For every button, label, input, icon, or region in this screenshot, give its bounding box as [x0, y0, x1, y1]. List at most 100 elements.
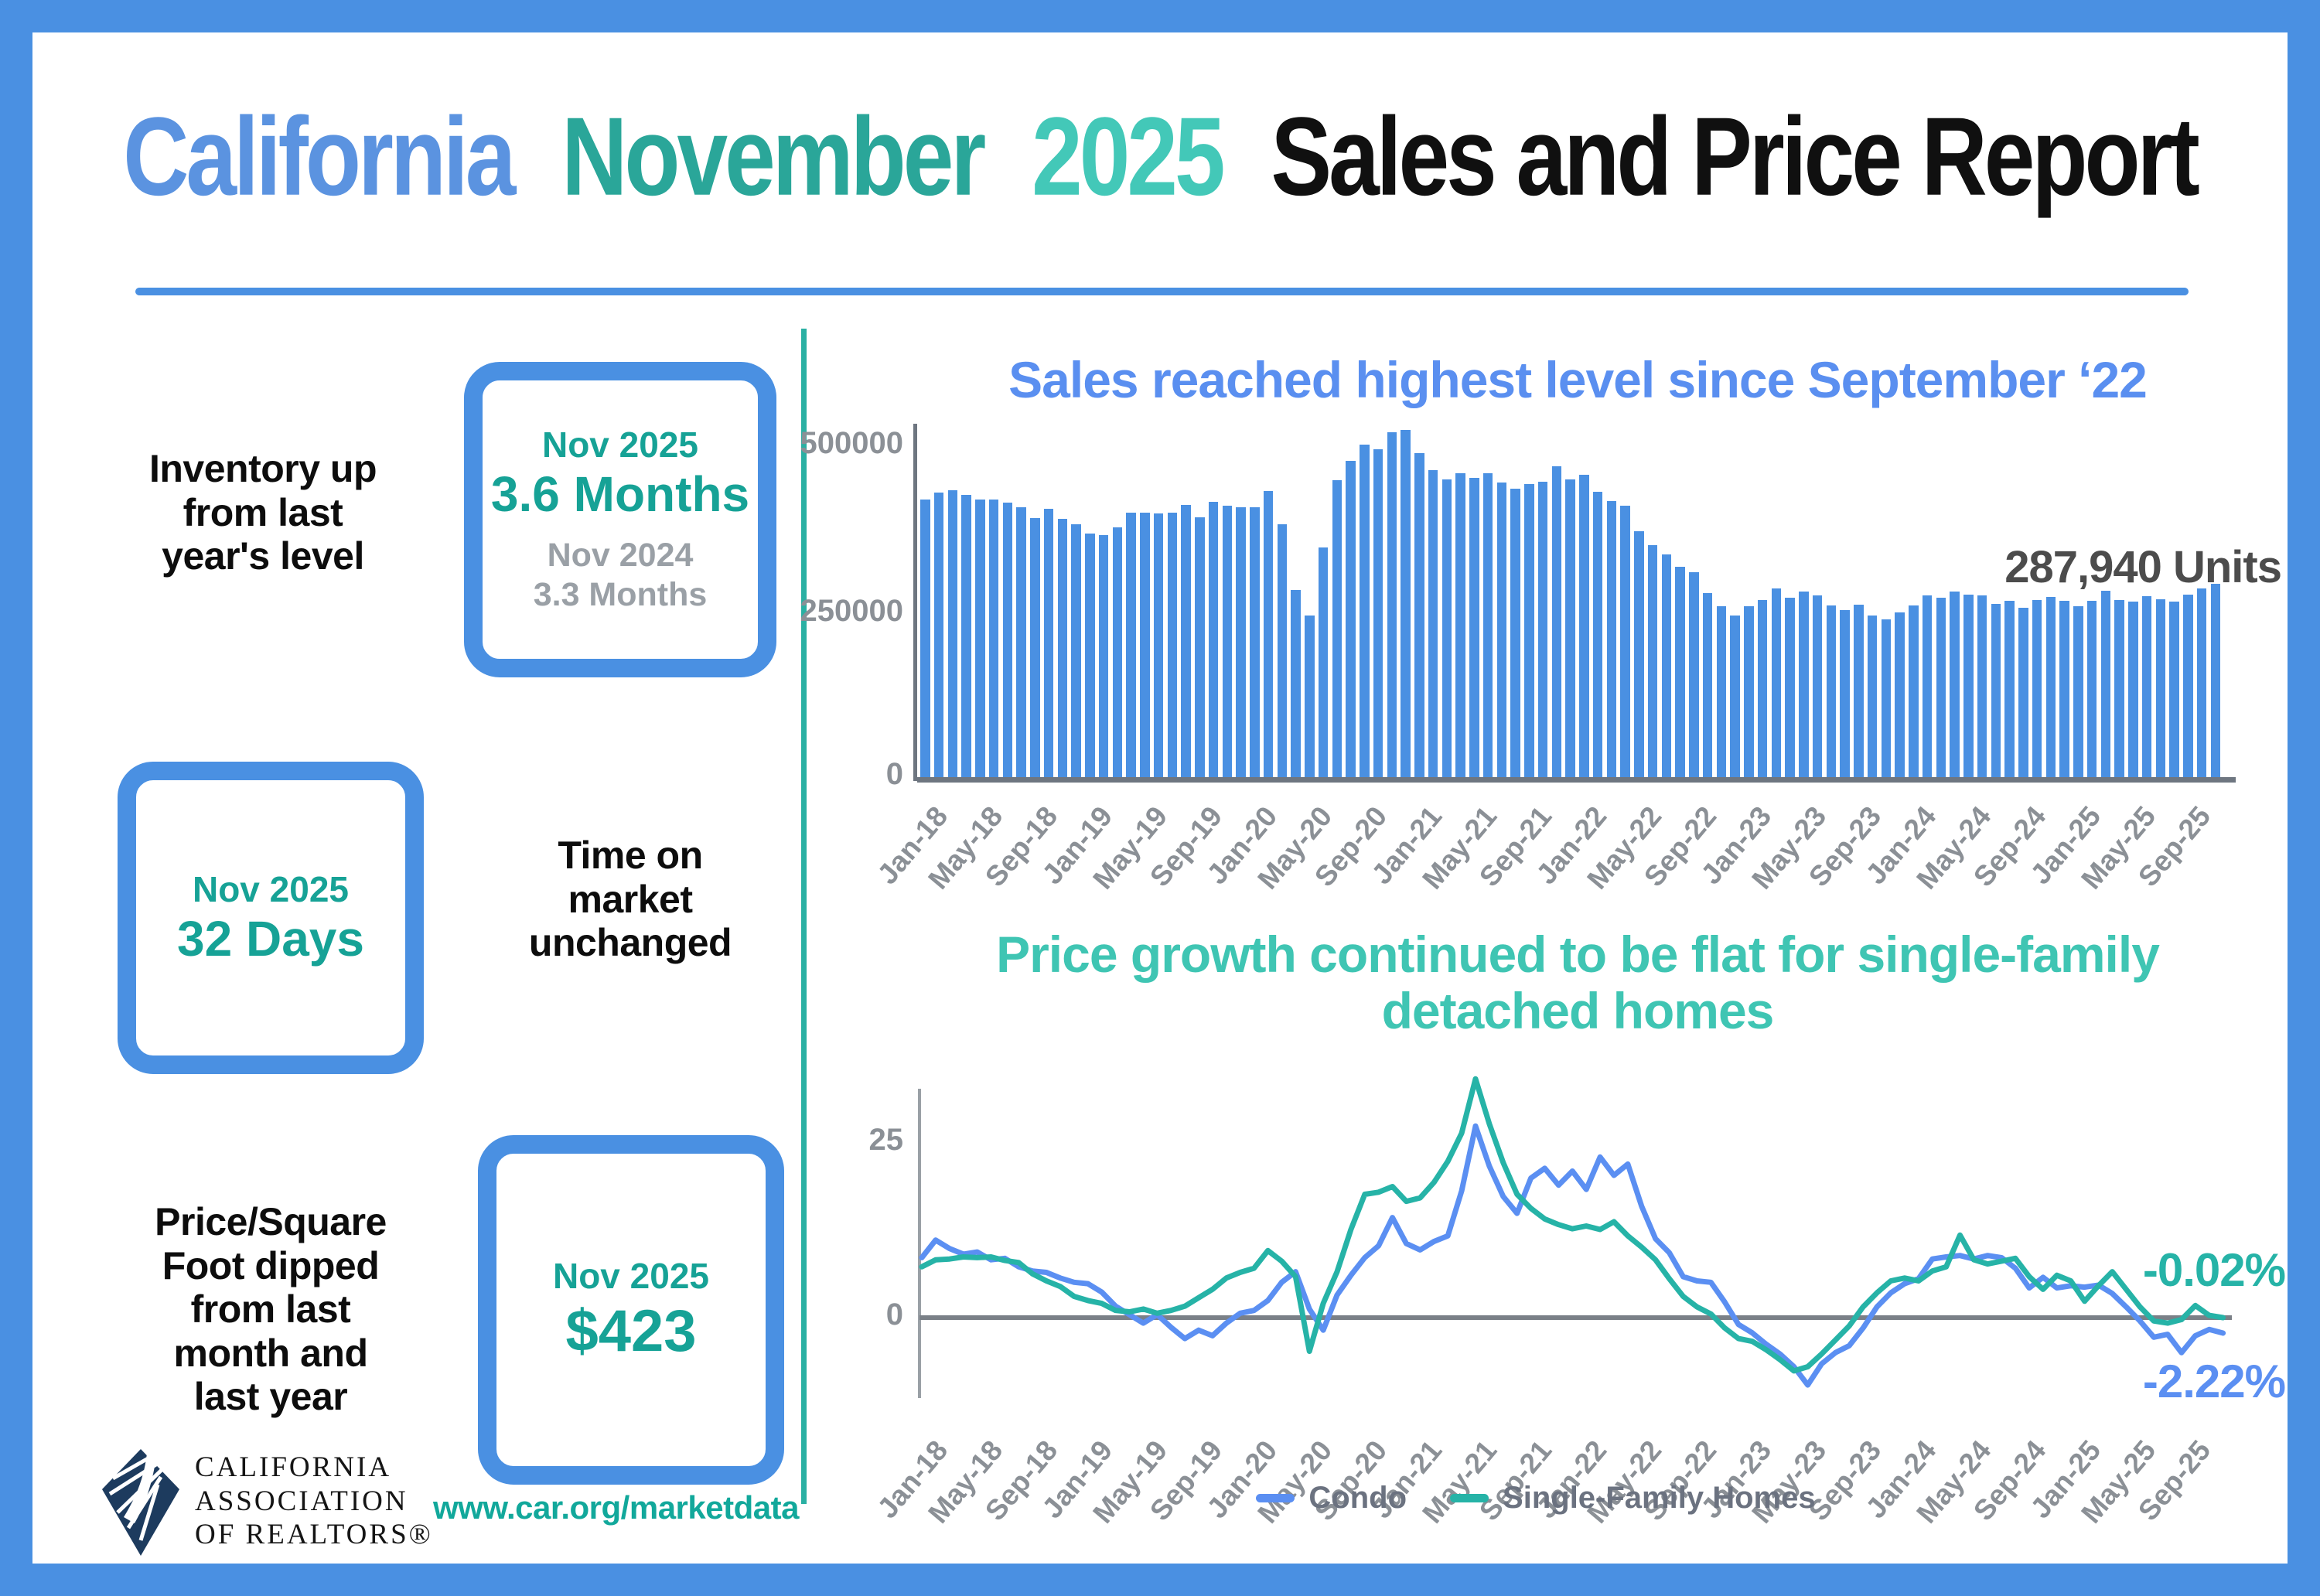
- sales-bar: [1195, 517, 1205, 777]
- condo-line: [919, 1123, 2226, 1388]
- inventory-box-period: Nov 2025: [541, 425, 698, 466]
- sales-bar: [1647, 545, 1658, 777]
- condo-legend-label: Condo: [1308, 1481, 1407, 1515]
- sales-chart-y-axis: [913, 424, 917, 781]
- sales-bar: [1181, 505, 1191, 777]
- sales-bar: [2018, 608, 2028, 777]
- sales-bar: [2141, 596, 2152, 777]
- sales-bar: [1112, 527, 1123, 777]
- sales-bar: [1675, 566, 1685, 777]
- sales-bar: [1592, 492, 1603, 777]
- sales-bar: [1977, 595, 1987, 777]
- sales-bar: [1909, 605, 1919, 777]
- sales-bar: [1881, 619, 1892, 777]
- sales-bar: [1085, 534, 1095, 777]
- sales-bar: [1496, 483, 1507, 777]
- price-sqft-stat-label: Price/Square Foot dipped from last month…: [155, 1200, 387, 1418]
- sales-bar: [1482, 473, 1493, 777]
- sales-bar: [933, 493, 944, 777]
- sales-ytick-0: 0: [885, 757, 903, 791]
- vertical-separator: [801, 329, 807, 1504]
- car-logo-california-shape: [124, 1454, 156, 1523]
- sales-bar: [1414, 453, 1424, 777]
- inventory-stat-label: Inventory up from last year's level: [148, 447, 377, 578]
- sales-bar: [1057, 519, 1068, 777]
- sales-bar: [1305, 615, 1315, 777]
- sales-bar: [1702, 592, 1713, 777]
- sales-bar: [1620, 505, 1630, 777]
- sfh-end-label: -0.02%: [2142, 1244, 2286, 1296]
- sales-bar: [1469, 478, 1479, 777]
- sales-bar: [1661, 554, 1672, 777]
- time-on-market-stat-box: Nov 2025 32 Days: [118, 762, 424, 1074]
- sales-bar: [1428, 469, 1438, 777]
- sales-bar: [1991, 603, 2001, 777]
- sales-bar: [1126, 512, 1136, 777]
- inventory-stat-box: Nov 2025 3.6 Months Nov 2024 3.3 Months: [464, 362, 776, 677]
- sales-bar: [1016, 506, 1026, 777]
- sales-bar: [988, 500, 999, 777]
- sales-bar: [1250, 507, 1260, 777]
- sales-bar: [1812, 595, 1823, 777]
- frame-border-left: [0, 0, 32, 1596]
- car-org-name: CALIFORNIA ASSOCIATION OF REALTORS®: [195, 1451, 433, 1551]
- sales-bar: [1222, 505, 1233, 777]
- sales-bar: [1030, 517, 1040, 777]
- sales-bar: [2196, 588, 2207, 777]
- inventory-box-prev-value: 3.3 Months: [533, 576, 708, 614]
- sales-chart-title: Sales reached highest level since Septem…: [1008, 351, 2148, 408]
- condo-end-label: -2.22%: [2142, 1356, 2286, 1407]
- sales-bar: [1510, 489, 1520, 777]
- condo-line-swatch-icon: [1256, 1494, 1295, 1502]
- sales-bar: [1895, 612, 1905, 777]
- sales-bar-chart: [917, 428, 2236, 783]
- sales-bar: [1689, 571, 1699, 777]
- sales-bar: [1140, 513, 1150, 777]
- inventory-box-prev-period: Nov 2024: [547, 536, 694, 574]
- sales-bar: [1360, 444, 1370, 777]
- price-chart-legend: Condo Single-Family Homes: [917, 1481, 2155, 1516]
- time-box-period: Nov 2025: [192, 868, 349, 909]
- sales-bar: [1373, 448, 1383, 777]
- legend-item-sfh: Single-Family Homes: [1450, 1481, 1816, 1516]
- sales-bar: [2155, 598, 2166, 777]
- legend-item-condo: Condo: [1256, 1481, 1407, 1516]
- sales-bar: [2045, 597, 2056, 777]
- price-sqft-stat-box: Nov 2025 $423: [478, 1135, 784, 1485]
- sales-bar: [920, 500, 930, 777]
- sales-bar: [1236, 507, 1246, 777]
- page-title-year: 2025: [1032, 94, 1226, 220]
- page-title-november: November: [561, 94, 986, 220]
- sales-bar: [1840, 610, 1850, 777]
- sales-ytick-500000: 500000: [800, 426, 903, 460]
- sales-bar: [947, 489, 958, 777]
- sales-bar: [1771, 588, 1782, 777]
- sales-bar: [1565, 479, 1575, 777]
- sales-bar: [2128, 602, 2138, 777]
- sales-bar: [1579, 474, 1589, 777]
- sales-bar: [1318, 547, 1329, 777]
- sales-bar: [1950, 592, 1960, 777]
- sales-bar: [2086, 601, 2097, 777]
- marketdata-url-link[interactable]: www.car.org/marketdata: [433, 1489, 799, 1526]
- sales-bar: [1346, 460, 1356, 777]
- single-family-homes-line: [919, 1076, 2226, 1374]
- sales-ytick-250000: 250000: [800, 594, 903, 628]
- page-title-rest: Sales and Price Report: [1271, 94, 2199, 220]
- price-ytick-0: 0: [885, 1298, 903, 1332]
- sales-bar: [2059, 601, 2069, 777]
- sales-bar: [1277, 524, 1288, 777]
- sales-bar: [1167, 512, 1178, 777]
- price-sqft-box-period: Nov 2025: [552, 1255, 709, 1296]
- sales-bar: [2210, 583, 2221, 777]
- sales-bar: [1785, 597, 1795, 777]
- sales-bar: [1634, 530, 1644, 777]
- sales-bar: [1826, 605, 1837, 777]
- sales-bar: [1730, 616, 1740, 777]
- sales-bar: [1401, 429, 1411, 777]
- sales-bar: [1867, 615, 1878, 777]
- sales-bar: [2032, 599, 2042, 777]
- sales-bar: [1963, 594, 1974, 777]
- sales-bar: [1524, 484, 1534, 777]
